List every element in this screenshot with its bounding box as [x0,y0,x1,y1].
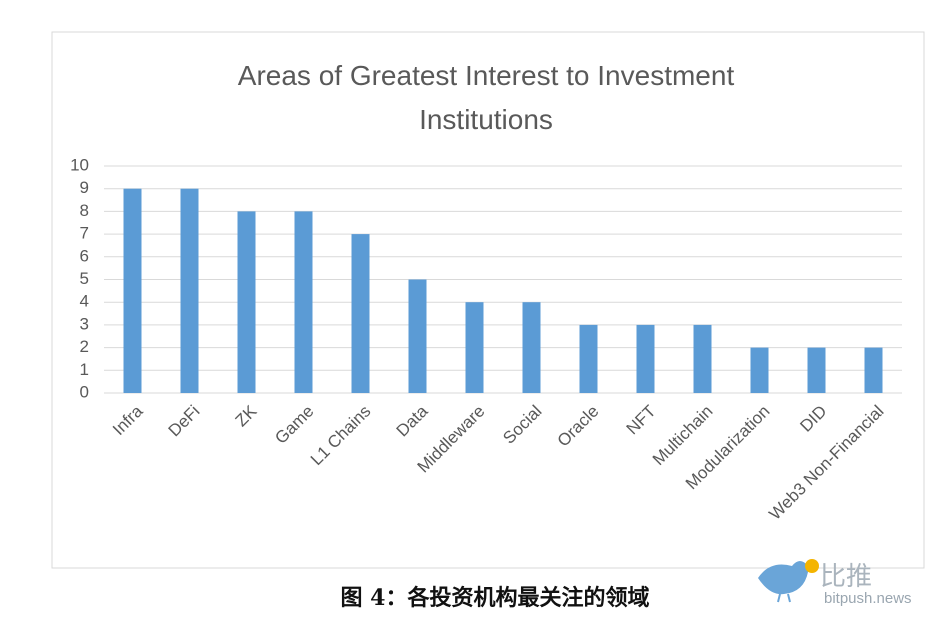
y-tick-label: 5 [80,269,89,288]
bar [693,324,712,393]
bar [180,188,199,393]
caption: 图 4：各投资机构最关注的领域 [340,585,650,611]
bar [351,234,370,393]
y-tick-label: 0 [80,382,89,401]
bar [237,211,256,393]
bar [636,324,655,393]
bar [579,324,598,393]
y-tick-label: 9 [80,178,89,197]
bar [294,211,313,393]
y-tick-label: 2 [80,337,89,356]
y-tick-label: 1 [80,360,89,379]
watermark-name: 比推 [820,562,873,592]
bar [864,347,883,393]
bar [408,279,427,393]
y-tick-label: 10 [70,155,89,174]
y-tick-label: 4 [80,292,89,311]
watermark-site: bitpush.news [824,590,912,607]
chart-title: Areas of Greatest Interest to Investment… [237,60,735,135]
y-tick-label: 3 [80,314,89,333]
y-tick-label: 8 [80,201,89,220]
y-tick-label: 6 [80,246,89,265]
bar [750,347,769,393]
bar [465,302,484,393]
bar [522,302,541,393]
bar [807,347,826,393]
bar [123,188,142,393]
bird-logo [758,559,819,603]
y-tick-label: 7 [80,224,89,243]
